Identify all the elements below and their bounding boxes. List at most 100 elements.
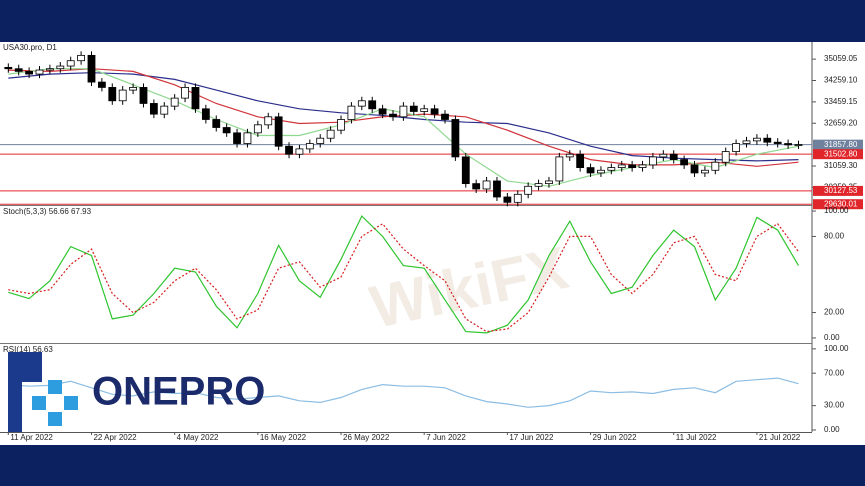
candle-body	[77, 54, 85, 62]
candle-body	[565, 153, 574, 158]
candle-body	[752, 137, 761, 142]
logo-block	[8, 382, 22, 432]
candle-body	[201, 108, 210, 120]
y-tick-label: 20.00	[824, 308, 845, 317]
candle-body	[87, 54, 96, 83]
candle-body	[742, 140, 751, 144]
candle-body	[576, 153, 585, 168]
candle-body	[638, 164, 647, 168]
logo-block	[32, 396, 46, 410]
logo-block	[8, 352, 42, 382]
candle-body	[430, 108, 439, 115]
y-tick-label: 80.00	[824, 232, 845, 241]
candle-body	[721, 151, 730, 163]
candle-body	[451, 119, 460, 158]
logo-block	[48, 412, 62, 426]
y-tick-label: 34259.10	[824, 76, 858, 85]
candle-body	[399, 105, 408, 118]
x-tick-label: 21 Jul 2022	[759, 433, 801, 442]
candle-body	[46, 68, 54, 71]
candle-body	[97, 81, 106, 88]
logo-text: ONEPRO	[92, 370, 265, 414]
candle-body	[763, 137, 772, 143]
y-tick-label: 30.00	[824, 401, 845, 410]
price-level-label: 31502.80	[824, 149, 858, 158]
candle-body	[347, 105, 356, 120]
candle-body	[368, 100, 377, 110]
candle-body	[274, 116, 283, 147]
y-tick-label: 31059.30	[824, 161, 858, 170]
candle-body	[597, 169, 605, 174]
y-tick-label: 100.00	[824, 206, 849, 215]
candle-body	[607, 167, 616, 171]
candle-body	[524, 185, 533, 195]
candle-body	[25, 70, 34, 75]
candle-body	[222, 127, 231, 134]
x-tick-label: 4 May 2022	[177, 433, 219, 442]
series-line	[8, 223, 799, 333]
y-tick-label: 70.00	[824, 368, 845, 377]
candle-body	[503, 196, 512, 203]
logo-block	[64, 396, 78, 410]
candle-body	[170, 97, 179, 107]
x-tick-label: 29 Jun 2022	[593, 433, 638, 442]
candle-body	[253, 124, 262, 134]
candle-body	[295, 148, 304, 155]
candle-body	[649, 156, 657, 166]
x-tick-label: 11 Apr 2022	[10, 433, 53, 442]
candle-body	[409, 105, 418, 112]
candle-body	[482, 180, 491, 190]
series-line	[8, 215, 800, 334]
candle-body	[264, 116, 273, 126]
y-tick-label: 0.00	[824, 333, 840, 342]
candle-body	[784, 143, 792, 146]
candle-body	[628, 164, 637, 168]
candle-body	[56, 65, 65, 70]
candle-body	[118, 89, 127, 102]
candle-body	[513, 193, 522, 203]
plot: USA30.pro, D1 35059.05 34259.10 33459.15 326…	[0, 43, 863, 442]
x-tick-label: 16 May 2022	[260, 433, 307, 442]
candle-body	[493, 180, 501, 198]
logo-block	[48, 380, 62, 394]
candle-body	[129, 87, 137, 91]
candle-body	[534, 183, 543, 187]
candle-body	[794, 144, 803, 147]
candle-body	[555, 156, 564, 182]
candle-body	[617, 164, 626, 168]
candle-body	[191, 87, 200, 110]
candle-body	[669, 153, 678, 160]
price-level-label: 29630.01	[824, 199, 858, 208]
candle-body	[420, 108, 429, 112]
candle-body	[4, 66, 13, 70]
x-tick-label: 26 May 2022	[343, 433, 390, 442]
x-tick-label: 22 Apr 2022	[93, 433, 137, 442]
candle-body	[305, 143, 314, 150]
candle-body	[233, 132, 241, 144]
candle-body	[337, 119, 345, 131]
series-line	[8, 377, 799, 408]
candle-body	[357, 100, 366, 107]
y-tick-label: 32659.20	[824, 118, 858, 127]
candle-body	[139, 87, 148, 104]
price-level-box	[813, 149, 863, 160]
candle-body	[285, 145, 293, 155]
logo: ONEPRO	[8, 352, 265, 432]
price-level-box	[813, 185, 863, 196]
candle-body	[472, 183, 481, 190]
candle-body	[149, 103, 158, 115]
candle-body	[212, 119, 221, 128]
candle-body	[160, 105, 169, 115]
candle-body	[108, 87, 117, 102]
price-level-label: 31857.80	[824, 140, 858, 149]
candle-body	[35, 69, 44, 75]
candle-body	[326, 129, 335, 139]
candle-body	[586, 167, 595, 174]
bottom-band	[0, 445, 865, 486]
y-tick-label: 35059.05	[824, 54, 858, 63]
candle-body	[181, 87, 189, 99]
candle-body	[378, 108, 387, 115]
top-band	[0, 0, 865, 42]
price-level-box	[813, 139, 863, 150]
